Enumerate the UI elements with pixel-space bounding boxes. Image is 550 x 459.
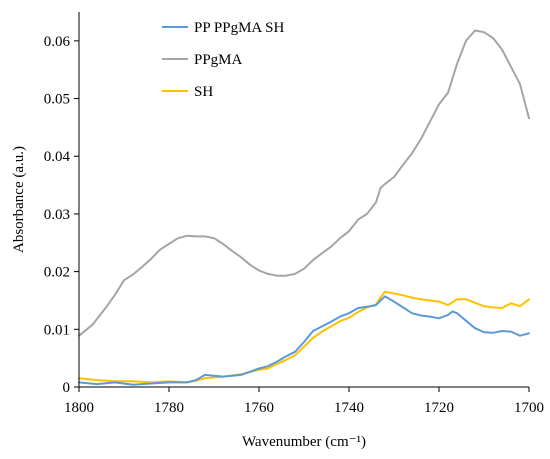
y-axis-ticks: 0 0.01 0.02 0.03 0.04 0.05 0.06 <box>44 34 79 396</box>
x-tick-label: 1800 <box>64 400 94 416</box>
plot-area <box>78 29 530 386</box>
y-tick-label: 0.06 <box>44 34 71 50</box>
y-tick-label: 0.02 <box>44 265 70 281</box>
y-axis-title: Absorbance (a.u.) <box>11 146 27 253</box>
series-line-ppgma <box>78 29 530 337</box>
x-axis-ticks: 1800 1780 1760 1740 1720 1700 <box>64 387 544 416</box>
y-tick-label: 0.01 <box>44 322 70 338</box>
legend-label: PPgMA <box>194 52 243 68</box>
x-tick-label: 1760 <box>244 400 274 416</box>
x-axis-title: Wavenumber (cm⁻¹) <box>242 434 366 450</box>
legend: PP PPgMA SH PPgMA SH <box>162 20 284 100</box>
x-tick-label: 1700 <box>514 400 544 416</box>
y-tick-label: 0.05 <box>44 92 70 108</box>
series-line-sh <box>78 290 530 384</box>
y-tick-label: 0.04 <box>44 149 71 165</box>
y-tick-label: 0.03 <box>44 207 70 223</box>
y-tick-label: 0 <box>63 380 71 396</box>
x-tick-label: 1740 <box>334 400 364 416</box>
x-tick-label: 1720 <box>424 400 454 416</box>
legend-label: PP PPgMA SH <box>194 20 284 36</box>
x-tick-label: 1780 <box>154 400 184 416</box>
legend-label: SH <box>194 84 213 100</box>
series-line-pp-ppgma-sh <box>78 295 530 386</box>
